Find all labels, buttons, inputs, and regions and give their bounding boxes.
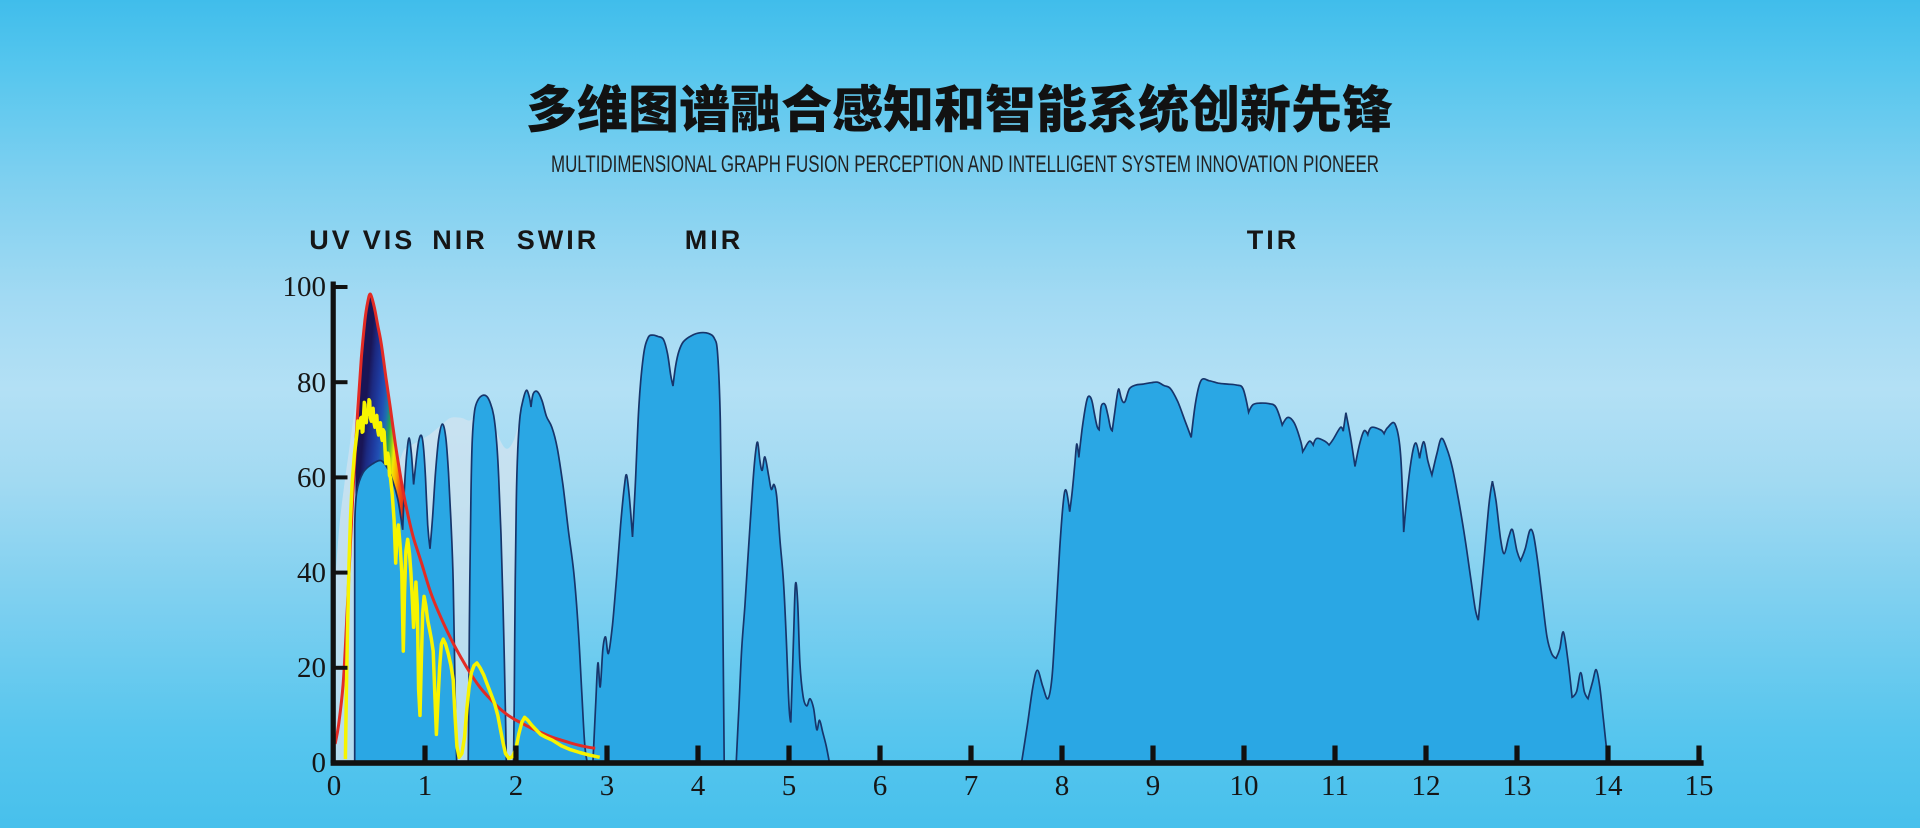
svg-text:NIR: NIR xyxy=(432,225,488,255)
svg-text:TIR: TIR xyxy=(1247,225,1300,255)
svg-text:60: 60 xyxy=(297,462,326,494)
svg-text:4: 4 xyxy=(691,770,706,802)
svg-text:12: 12 xyxy=(1412,770,1441,802)
svg-text:0: 0 xyxy=(312,747,327,779)
svg-text:20: 20 xyxy=(297,652,326,684)
svg-text:15: 15 xyxy=(1685,770,1714,802)
svg-text:1: 1 xyxy=(418,770,433,802)
svg-text:40: 40 xyxy=(297,557,326,589)
svg-text:100: 100 xyxy=(283,271,327,303)
svg-text:13: 13 xyxy=(1503,770,1532,802)
svg-text:80: 80 xyxy=(297,367,326,399)
svg-text:0: 0 xyxy=(327,770,342,802)
svg-text:10: 10 xyxy=(1230,770,1259,802)
svg-text:7: 7 xyxy=(964,770,979,802)
svg-text:MIR: MIR xyxy=(685,225,744,255)
svg-text:3: 3 xyxy=(600,770,615,802)
svg-text:5: 5 xyxy=(782,770,797,802)
svg-text:14: 14 xyxy=(1594,770,1624,802)
svg-text:8: 8 xyxy=(1055,770,1070,802)
svg-text:VIS: VIS xyxy=(363,225,416,255)
svg-text:11: 11 xyxy=(1321,770,1349,802)
svg-text:UV: UV xyxy=(309,225,353,255)
svg-text:SWIR: SWIR xyxy=(517,225,600,255)
svg-text:9: 9 xyxy=(1146,770,1161,802)
svg-text:6: 6 xyxy=(873,770,888,802)
svg-text:2: 2 xyxy=(509,770,524,802)
svg-text:MULTIDIMENSIONAL GRAPH FUSION: MULTIDIMENSIONAL GRAPH FUSION PERCEPTION… xyxy=(551,151,1379,178)
